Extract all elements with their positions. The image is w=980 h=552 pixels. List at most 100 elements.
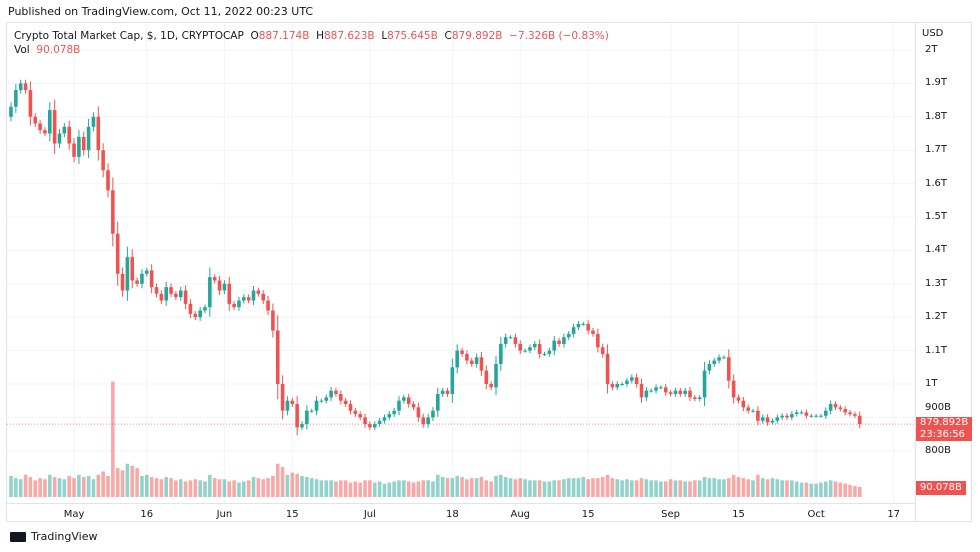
candle-down [610,384,615,388]
candle-down [135,280,139,284]
candle-down [290,400,295,405]
candle-up [499,343,503,364]
candle-down [605,353,610,384]
candle-down [149,270,154,288]
volume-bar [828,480,833,497]
candle-up [630,377,634,381]
volume-bar [106,475,110,497]
volume-bar [848,484,852,497]
price-tick-label: 1.1T [925,344,948,356]
volume-bar [639,478,644,497]
candle-up [659,387,663,389]
volume-bar [843,483,847,497]
candle-down [23,83,28,91]
candle-down [52,110,57,144]
volume-bar [377,481,382,497]
candle-up [18,83,23,91]
candle-down [188,303,193,314]
volume-bar [683,481,687,497]
candle-down [111,190,115,234]
volume-bar [77,474,81,497]
symbol-title[interactable]: Crypto Total Market Cap, $, 1D, CRYPTOCA… [14,30,244,42]
volume-bar [353,481,358,497]
price-tick-label: 1.2T [925,311,948,323]
volume-bar [775,479,780,497]
candle-up [828,404,833,411]
volume-bar [790,480,794,497]
time-tick-label: 18 [445,509,459,520]
volume-bar [508,478,513,497]
change-value: −7.326B (−0.83%) [509,30,609,42]
candle-down [120,273,125,291]
close-value: 879.892B [451,30,503,42]
volume-bar [819,482,823,497]
volume-bar [727,478,731,497]
candle-up [770,420,775,423]
candle-down [513,337,518,344]
candle-down [416,407,421,418]
candle-down [266,300,270,311]
volume-bar [537,480,542,497]
volume-bar [484,480,489,497]
volume-bar [164,477,168,497]
candle-up [683,390,687,395]
volume-bar [406,481,411,497]
volume-bar [305,477,309,497]
candle-up [819,415,823,417]
volume-bar [678,480,683,497]
low-label: L [381,30,388,42]
candle-down [741,400,746,408]
candle-down [833,404,838,408]
candle-down [857,415,862,425]
candle-up [625,380,629,384]
volume-bar [634,480,639,497]
volume-bar [741,478,746,497]
candle-down [96,116,101,151]
candle-up [9,106,13,117]
price-tick-label: 1.7T [925,144,948,156]
candle-up [436,394,440,411]
price-tick-label: 1T [925,378,938,389]
volume-bar [38,478,42,497]
volume-bar [14,478,18,497]
volume-bar [814,483,818,497]
time-tick-label: Sep [661,509,681,520]
volume-bar [469,478,474,497]
volume-bar [411,482,416,497]
candle-up [702,370,707,398]
volume-bar [382,483,387,497]
candle-down [736,397,741,401]
volume-bar [615,479,620,497]
candle-up [140,273,144,284]
time-tick-label: 15 [581,509,595,520]
candle-down [596,333,600,348]
volume-bar [101,471,105,497]
volume-bar [57,478,62,497]
candle-down [275,330,280,384]
price-tick-label: 800B [925,444,951,456]
time-tick-label: Aug [510,509,531,520]
low-value: 875.645B [387,30,438,42]
candle-down [159,293,164,301]
currency-label[interactable]: USD [922,28,944,39]
candle-down [785,415,789,418]
candle-down [678,390,683,395]
volume-bar [300,475,304,497]
volume-bar [499,474,503,497]
candle-down [756,410,760,421]
candle-up [397,400,401,411]
volume-bar [571,478,576,497]
volume-bar [717,479,721,497]
volume-bar [596,478,600,497]
candle-up [305,410,309,425]
volume-bar [285,474,290,497]
price-axis-divider [915,22,916,522]
candle-up [503,337,508,344]
volume-bar [62,479,67,497]
volume-bar [780,480,784,497]
candle-up [508,337,513,339]
volume-bar [159,479,164,497]
candle-down [663,387,668,393]
volume-bar [785,480,789,497]
